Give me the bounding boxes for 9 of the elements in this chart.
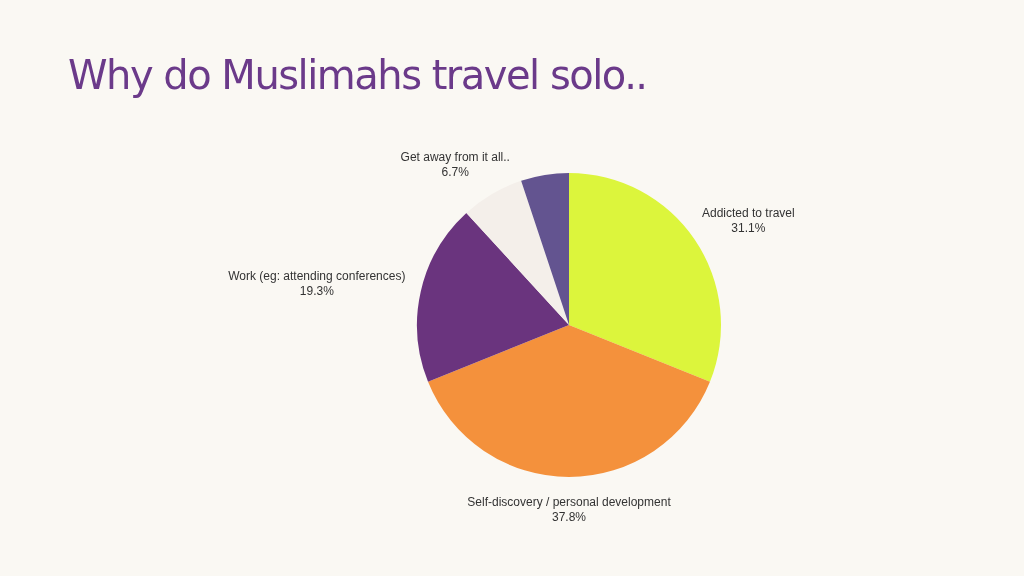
data-label: 19.3% <box>299 283 335 298</box>
data-label: 31.1% <box>731 221 766 236</box>
slice-label: Addicted to travel <box>701 206 795 221</box>
slice-label: Get away from it all.. <box>400 150 510 165</box>
data-label: 37.8% <box>551 509 587 524</box>
slice-label: Work (eg: attending conferences) <box>228 268 406 283</box>
chart-title: Why do Muslimahs travel solo.. <box>68 52 647 98</box>
slice-label: Self-discovery / personal development <box>467 494 672 509</box>
data-label: 6.7% <box>441 165 470 180</box>
